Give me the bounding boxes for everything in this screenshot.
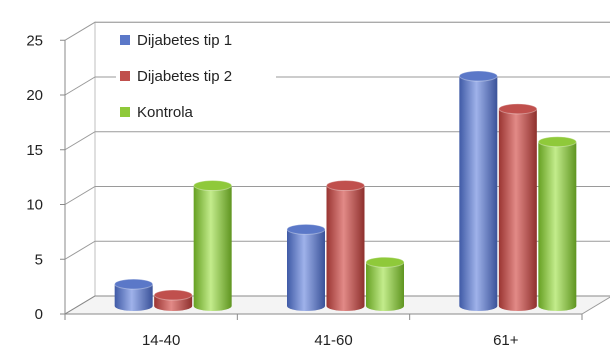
bar-top [286,223,326,235]
gridline [64,240,610,260]
legend-entry-bg [116,29,276,51]
legend-label: Kontrola [137,104,194,121]
bar-body [366,262,404,311]
gridline [64,295,610,315]
bar-body [114,284,153,311]
bar-body [287,229,325,311]
bar-body [193,185,232,311]
legend-swatch [120,35,130,45]
bar-top [193,180,233,192]
bars [114,70,577,311]
bar-body [498,108,537,311]
gridline [64,76,610,96]
bar [458,70,498,311]
x-category-label: 41-60 [314,332,352,349]
bar [326,180,365,311]
legend-entry: Kontrola [116,101,276,123]
y-tick-label: 15 [26,142,43,159]
bar-top [498,103,538,115]
bar [537,136,577,311]
bar-top [537,136,577,148]
bar [498,103,538,311]
y-tick-label: 25 [26,32,43,49]
x-category-label: 61+ [493,332,519,349]
bar-top [326,180,365,192]
legend-swatch [120,107,130,117]
bar [193,180,233,311]
bar [365,256,405,311]
x-category-label: 14-40 [142,332,180,349]
y-tick-label: 5 [35,251,43,268]
legend-entry: Dijabetes tip 1 [116,29,276,51]
gridline [64,21,610,41]
gridline [64,186,610,205]
legend-label: Dijabetes tip 1 [137,32,232,49]
bar [114,278,154,311]
y-tick-label: 0 [35,306,43,323]
legend-swatch [120,71,130,81]
y-tick-label: 20 [26,87,43,104]
bar [286,223,326,311]
bar-top [153,289,193,301]
bar-body [459,76,498,311]
legend-entry: Dijabetes tip 2 [116,65,276,87]
bar-body [326,185,365,311]
legend-entry-bg [116,65,276,87]
legend-entry-bg [116,101,276,123]
bar-body [538,141,577,311]
bar-top [114,278,154,290]
side-wall [64,21,96,315]
legend-label: Dijabetes tip 2 [137,68,232,85]
bar-top [365,256,405,268]
bar [153,289,193,311]
legend: Dijabetes tip 1 Dijabetes tip 2 Kontrola [116,29,276,123]
gridline [64,131,610,151]
bar-top [458,70,498,82]
y-tick-label: 10 [26,197,43,214]
